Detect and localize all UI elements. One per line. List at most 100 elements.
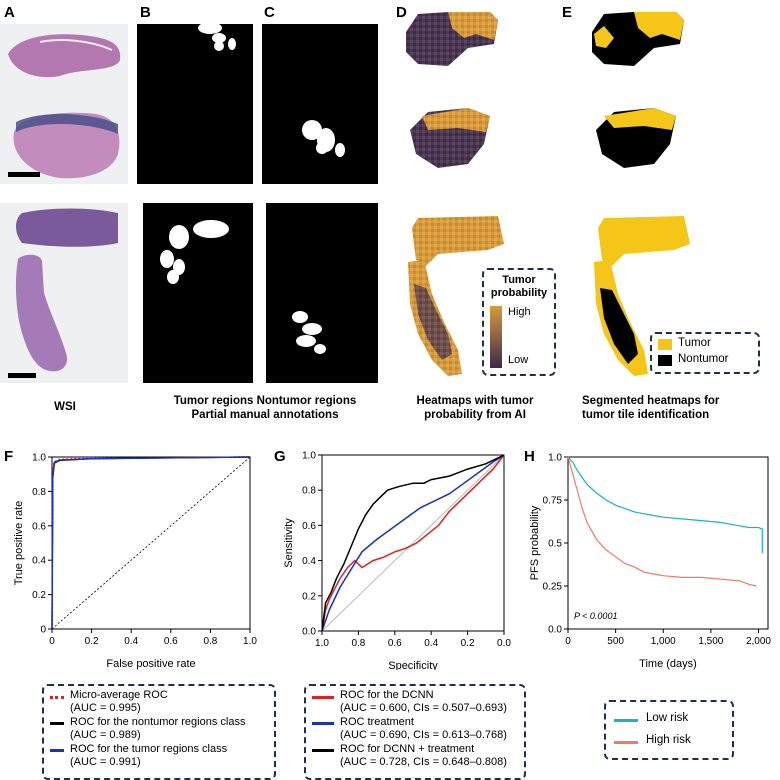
legend-h: Low risk High risk [604,700,734,760]
legend-f-auc-1: (AUC = 0.989) [70,729,141,741]
y-tick-label: 0 [40,625,46,636]
x-tick-label: 0.6 [388,638,402,649]
y-tick-label: 0.2 [32,590,46,601]
tumor-region-blobs-top [198,22,236,51]
y-tick-label: 0.6 [302,521,316,532]
legend-f-name-1: ROC for the nontumor regions class [70,716,246,728]
plot-frame [321,454,505,632]
x-tick-label: 0.8 [351,638,365,649]
heatmap-legend-title: Tumor probability [484,274,554,300]
nontumor-region-blobs-bottom [292,311,326,354]
x-tick-label: 0.4 [124,636,138,647]
caption-heatmaps: Heatmaps with tumor probability from AI [400,394,550,422]
y-tick-label: 0.6 [32,521,46,532]
y-tick-label: 1.0 [548,453,562,464]
y-tick-label: 0.8 [302,486,316,497]
annotation-mask-b-top [137,22,253,184]
nontumor-swatch [658,355,672,366]
x-tick-label: 0 [49,636,55,647]
series-line-0 [321,454,505,632]
series-line-1 [51,456,251,630]
heatmap-colorbar [490,306,502,368]
caption-annotations-line2: Partial manual annotations [191,409,339,421]
x-tick-label: 2,000 [746,636,771,647]
heatmap-legend-title-line2: probability [490,287,548,299]
x-tick-label: 0.6 [164,636,178,647]
legend-f-swatch-1 [50,722,64,725]
series-line-2 [51,456,251,630]
x-axis-label: False positive rate [106,658,195,670]
legend-g-swatch-1 [312,722,334,725]
legend-g-name-1: ROC treatment [340,716,414,728]
legend-f: Micro-average ROC (AUC = 0.995) ROC for … [42,684,276,780]
tumor-legend-label: Tumor [678,337,711,349]
panel-label-g: G [274,448,286,465]
y-tick-label: 0.4 [302,556,316,567]
legend-g-auc-2: (AUC = 0.728, CIs = 0.648–0.808) [340,756,507,768]
y-tick-label: 0.0 [548,625,562,636]
segmented-heatmap-panel [584,4,704,384]
x-tick-label: 1.0 [243,636,257,647]
panel-label-e: E [562,4,573,21]
y-tick-label: 0.0 [302,627,316,638]
legend-g-auc-1: (AUC = 0.690, CIs = 0.613–0.768) [340,729,507,741]
series-line-1 [321,454,505,632]
x-tick-label: 0.4 [424,638,438,649]
heatmap-legend: Tumor probability High Low [482,268,556,376]
caption-segmented: Segmented heatmaps for tumor tile identi… [582,394,742,422]
x-axis-label: Time (days) [639,658,697,670]
km-chart-h: 0 500 1,000 1,500 2,000 0.0 0.25 0.5 0.75 1.0 Time… [529,453,771,671]
plot-frame [51,456,251,630]
caption-segmented-line2: tumor tile identification [582,409,710,421]
panel-label-f: F [4,448,14,465]
p-value-annotation: P < 0.0001 [574,611,617,621]
y-tick-label: 0.2 [302,591,316,602]
legend-h-low-risk: Low risk [646,712,689,724]
x-tick-label: 0.2 [85,636,99,647]
legend-g-swatch-2 [312,749,334,752]
legend-h-high-risk: High risk [646,734,691,746]
plot-frame [567,456,769,630]
chance-diagonal [51,456,251,630]
y-axis-label: PFS probability [529,505,541,580]
y-tick-label: 0.75 [543,496,563,507]
legend-g-name-2: ROC for DCNN + treatment [340,743,475,755]
wsi-image-bottom [0,203,128,383]
panel-label-h: H [524,448,535,465]
wsi-image-top [0,24,128,184]
series-line-1 [567,456,757,587]
caption-wsi: WSI [54,401,76,413]
y-tick-label: 0.4 [32,556,46,567]
roc-chart-f: 0 0.2 0.4 0.6 0.8 1.0 0 0.2 0.4 0.6 0.8 1.0 False po… [13,453,257,671]
panel-label-d: D [396,4,407,21]
x-tick-label: 0.0 [497,638,511,649]
segmentation-legend: Tumor Nontumor [650,332,760,374]
annotation-mask-c-bottom [266,203,378,383]
x-tick-label: 0.8 [203,636,217,647]
x-tick-label: 500 [607,636,624,647]
caption-segmented-line1: Segmented heatmaps for [582,395,720,407]
x-tick-label: 0 [565,636,571,647]
series-line-0 [51,456,251,630]
series-line-2 [321,454,505,632]
legend-g-swatch-0 [312,696,334,699]
tumor-region-blobs-bottom [160,220,229,284]
panel-label-c: C [264,4,275,21]
wsi-tissue-top [8,34,121,179]
legend-g-auc-0: (AUC = 0.600, CIs = 0.507–0.693) [340,702,507,714]
panel-label-a: A [4,4,15,21]
heatmap-panel [398,4,518,384]
x-tick-label: 0.2 [461,638,475,649]
y-axis-label: Sensitivity [283,518,295,568]
y-tick-label: 0.8 [32,487,46,498]
roc-chart-g: 1.0 0.8 0.6 0.4 0.2 0.0 0.0 0.2 0.4 0.6 0.8 1.0 Spec… [283,451,511,671]
caption-annotations: Tumor regions Nontumor regions Partial m… [160,394,370,422]
legend-f-swatch-0 [50,696,64,699]
y-tick-label: 1.0 [32,453,46,464]
y-tick-label: 1.0 [302,451,316,462]
x-tick-label: 1,500 [698,636,723,647]
segmented-heatmap-tiles [592,12,690,376]
legend-h-swatch-high [614,741,638,744]
y-axis-label: True positive rate [13,501,25,586]
legend-f-name-0: Micro-average ROC [70,689,168,701]
